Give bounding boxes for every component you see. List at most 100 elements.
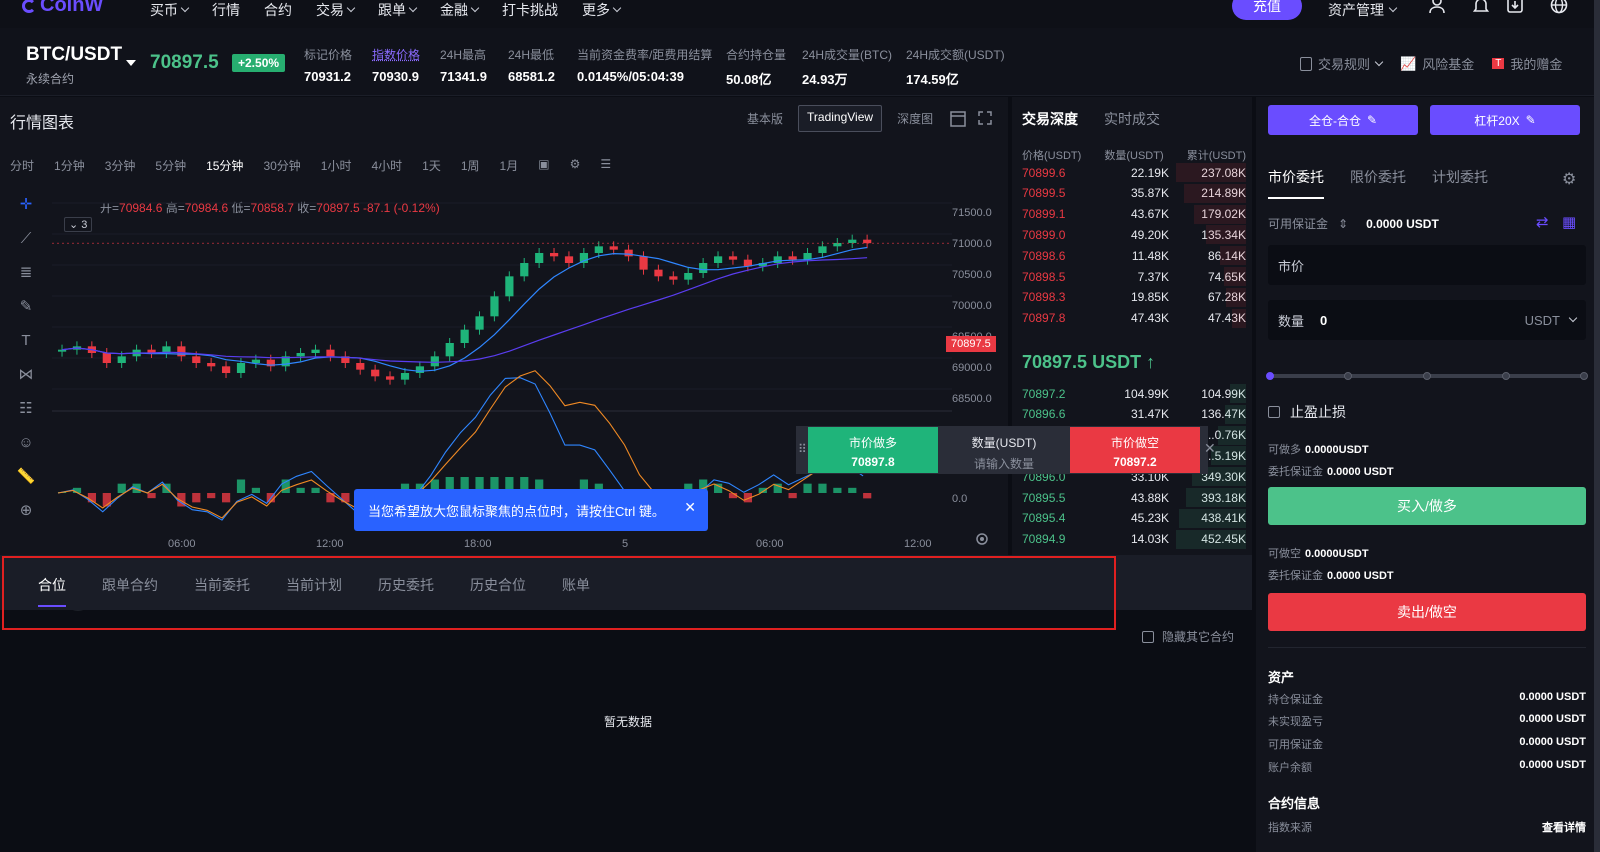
candlestick-chart[interactable]	[52, 193, 952, 533]
tab-copy-contracts[interactable]: 跟单合约	[102, 577, 158, 593]
grid-icon[interactable]: ▦	[1562, 214, 1577, 231]
tab-market-order[interactable]: 市价委托	[1268, 167, 1324, 199]
bid-row[interactable]: 70897.2 104.99K 104.99K	[1022, 383, 1246, 404]
coinw-logo[interactable]: CoinW	[22, 0, 103, 17]
zoom-in-icon[interactable]: ⊕	[19, 502, 33, 519]
bid-row[interactable]: 70895.4 45.23K 438.41K	[1022, 508, 1246, 529]
settings-icon[interactable]: ⚙	[569, 157, 581, 171]
tab-depth[interactable]: 交易深度	[1022, 111, 1078, 127]
interval-4h[interactable]: 4小时	[371, 159, 403, 173]
margin-mode-button[interactable]: 全仓-合仓 ✎	[1268, 105, 1418, 135]
scrollbar[interactable]	[1594, 0, 1600, 852]
my-bonus-link[interactable]: T 我的赠金	[1492, 54, 1562, 73]
slider-step[interactable]	[1344, 372, 1352, 380]
tab-position-history[interactable]: 历史合位	[470, 577, 526, 593]
interval-3m[interactable]: 3分钟	[104, 159, 136, 173]
pair-dropdown-icon[interactable]	[126, 60, 136, 66]
market-short-button[interactable]: 市价做空 70897.2	[1070, 427, 1200, 473]
slider-step[interactable]	[1502, 372, 1510, 380]
ask-row[interactable]: 70898.3 19.85K 67.28K	[1022, 287, 1246, 308]
nav-item-market[interactable]: 行情	[212, 2, 240, 18]
sell-short-button[interactable]: 卖出/做空	[1268, 593, 1586, 631]
interval-5m[interactable]: 5分钟	[155, 159, 187, 173]
brush-icon[interactable]: ✎	[19, 298, 33, 315]
quantity-slider[interactable]	[1266, 372, 1588, 380]
sort-icon[interactable]: ⇕	[1338, 216, 1349, 231]
close-icon[interactable]: ✕	[1204, 440, 1216, 456]
nav-item-contract[interactable]: 合约	[264, 2, 292, 18]
nav-item-buy-crypto[interactable]: 买币	[150, 0, 190, 20]
interval-1d[interactable]: 1天	[422, 159, 441, 173]
ask-row[interactable]: 70897.8 47.43K 47.43K	[1022, 308, 1246, 329]
trading-rules-link[interactable]: 交易规则	[1300, 54, 1384, 73]
quantity-field[interactable]: 数量 0 USDT	[1268, 300, 1586, 340]
interval-30m[interactable]: 30分钟	[263, 159, 301, 173]
market-long-button[interactable]: 市价做多 70897.8	[808, 427, 938, 473]
indicators-icon[interactable]: ▣	[538, 157, 550, 171]
interval-timeline[interactable]: 分时	[10, 159, 35, 173]
slider-step[interactable]	[1423, 372, 1431, 380]
menu-icon[interactable]: ☰	[600, 157, 612, 171]
horizontal-lines-icon[interactable]: ≣	[19, 264, 33, 281]
pair-name[interactable]: BTC/USDT	[26, 44, 123, 65]
tab-limit-order[interactable]: 限价委托	[1350, 169, 1406, 185]
crosshair-icon[interactable]: ✛	[19, 196, 33, 213]
tab-depth-chart[interactable]: 深度图	[897, 112, 934, 126]
interval-1w[interactable]: 1周	[460, 159, 480, 173]
ask-row[interactable]: 70899.1 43.67K 179.02K	[1022, 204, 1246, 225]
trendline-icon[interactable]: ⟋	[20, 230, 32, 247]
stat-index-price[interactable]: 指数价格 70930.9	[372, 48, 421, 84]
close-icon[interactable]: ✕	[684, 499, 696, 515]
ask-row[interactable]: 70898.6 11.48K 86.14K	[1022, 245, 1246, 266]
risk-fund-link[interactable]: 📈 风险基金	[1400, 55, 1475, 73]
tab-order-history[interactable]: 历史委托	[378, 577, 434, 593]
bell-icon[interactable]	[1472, 0, 1490, 14]
user-icon[interactable]	[1428, 0, 1446, 14]
tab-positions[interactable]: 合位	[38, 575, 66, 607]
ask-row[interactable]: 70899.0 49.20K 135.34K	[1022, 224, 1246, 245]
tab-current-plans[interactable]: 当前计划	[286, 577, 342, 593]
indicator-collapse-toggle[interactable]: ⌄ 3	[64, 217, 93, 232]
gear-icon[interactable]: ⚙	[1562, 171, 1577, 188]
checkbox[interactable]	[1268, 406, 1280, 418]
text-tool-icon[interactable]: T	[21, 332, 31, 349]
nav-item-trade[interactable]: 交易	[316, 0, 356, 20]
fullscreen-icon[interactable]	[978, 111, 992, 125]
tab-plan-order[interactable]: 计划委托	[1432, 169, 1488, 185]
tp-sl-toggle[interactable]: 止盈止损	[1268, 402, 1346, 422]
checkbox[interactable]	[1142, 630, 1154, 643]
interval-1h[interactable]: 1小时	[320, 159, 352, 173]
nav-item-checkin[interactable]: 打卡挑战	[502, 2, 558, 18]
tab-bills[interactable]: 账单	[562, 577, 590, 593]
tab-open-orders[interactable]: 当前委托	[194, 577, 250, 593]
chevron-down-icon[interactable]	[1568, 313, 1578, 323]
bid-row[interactable]: ...0.76K	[1022, 425, 1246, 446]
chart-settings-icon[interactable]	[974, 531, 990, 547]
leverage-button[interactable]: 杠杆20X ✎	[1430, 105, 1580, 135]
nav-item-copy-trade[interactable]: 跟单	[378, 0, 418, 20]
view-details-link[interactable]: 查看详情	[1542, 822, 1586, 834]
slider-handle[interactable]	[1266, 372, 1274, 380]
tab-tradingview[interactable]: TradingView	[798, 105, 883, 132]
bid-row[interactable]: 70896.6 31.47K 136.47K	[1022, 404, 1246, 425]
ruler-icon[interactable]: 📏	[16, 468, 36, 485]
fib-icon[interactable]: ☷	[19, 400, 33, 417]
pattern-icon[interactable]: ⋈	[18, 366, 34, 383]
ask-row[interactable]: 70898.5 7.37K 74.65K	[1022, 266, 1246, 287]
recharge-button[interactable]: 充值	[1232, 0, 1302, 20]
transfer-icon[interactable]: ⇄	[1536, 214, 1549, 231]
globe-icon[interactable]	[1550, 0, 1568, 14]
interval-1m[interactable]: 1分钟	[54, 159, 85, 173]
bid-row[interactable]: ...5.19K	[1022, 445, 1246, 466]
ask-row[interactable]: 70899.5 35.87K 214.89K	[1022, 183, 1246, 204]
download-icon[interactable]	[1506, 0, 1524, 14]
bid-row[interactable]: 70894.9 14.03K 452.45K	[1022, 529, 1246, 550]
ask-row[interactable]: 70899.6 22.19K 237.08K	[1022, 162, 1246, 183]
price-field[interactable]: 市价	[1268, 245, 1586, 285]
slider-step[interactable]	[1580, 372, 1588, 380]
hide-other-contracts-toggle[interactable]: 隐藏其它合约	[1142, 628, 1234, 645]
tab-basic[interactable]: 基本版	[747, 112, 784, 126]
drag-handle-icon[interactable]: ⠿	[798, 442, 807, 456]
tab-recent-trades[interactable]: 实时成交	[1104, 111, 1160, 127]
nav-item-finance[interactable]: 金融	[440, 0, 480, 20]
